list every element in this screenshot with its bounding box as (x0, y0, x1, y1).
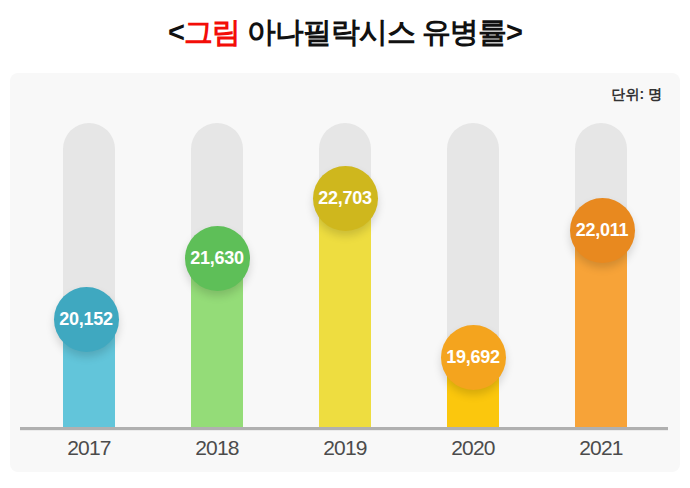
x-tick-2020: 2020 (409, 436, 537, 460)
page: { "title": {"open": "<", "highlight": "그… (0, 0, 690, 488)
chart-title: <그림 아나필락시스 유병률> (0, 13, 690, 53)
title-highlight: 그림 (184, 16, 240, 48)
value-label-2021: 22,011 (576, 220, 628, 241)
title-open-bracket: < (168, 16, 184, 48)
bar-2019 (319, 198, 371, 430)
value-bubble-2020: 19,692 (441, 325, 506, 390)
value-label-2017: 20,152 (59, 309, 112, 330)
value-bubble-2021: 22,011 (570, 198, 635, 263)
x-axis-line (20, 427, 668, 430)
value-label-2019: 22,703 (318, 188, 371, 209)
x-tick-2018: 2018 (153, 436, 281, 460)
x-tick-2021: 2021 (537, 436, 665, 460)
value-bubble-2018: 21,630 (185, 226, 250, 291)
title-rest: 아나필락시스 유병률> (240, 16, 522, 48)
plot-area: 20,152 2017 21,630 2018 22,703 2019 19,692 2020… (10, 73, 680, 472)
chart-panel: 단위: 명 20,152201721,630201822,703201919,6… (10, 73, 680, 472)
value-bubble-2019: 22,703 (313, 166, 378, 231)
value-bubble-2017: 20,152 (54, 287, 119, 352)
x-tick-2017: 2017 (25, 436, 153, 460)
x-tick-2019: 2019 (281, 436, 409, 460)
value-label-2018: 21,630 (190, 248, 243, 269)
value-label-2020: 19,692 (446, 347, 499, 368)
